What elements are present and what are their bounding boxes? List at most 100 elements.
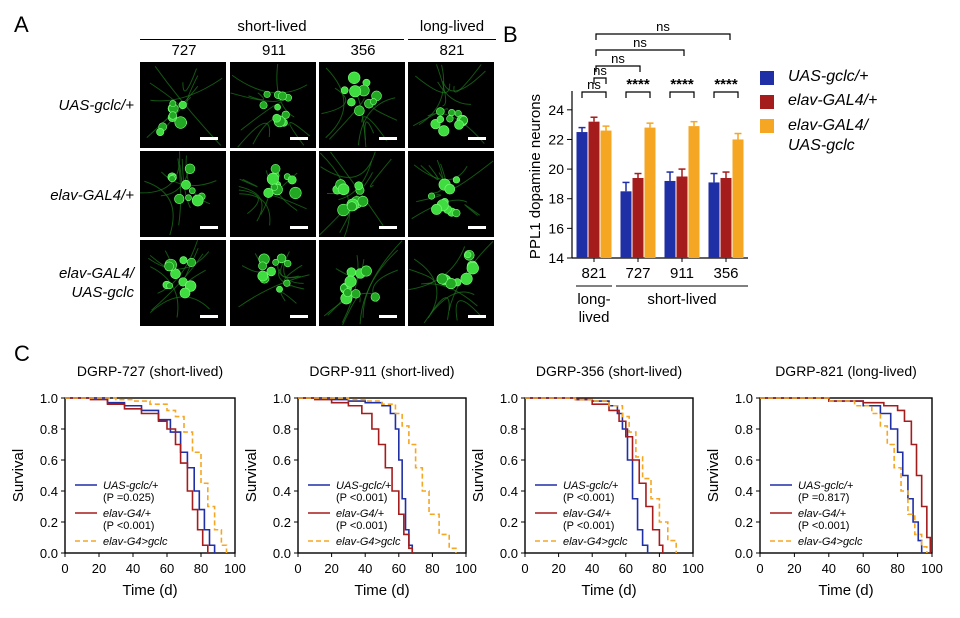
bar [708, 182, 720, 258]
neurite [280, 261, 301, 279]
legend-label: elav-G4>gclc [563, 536, 628, 548]
y-tick-label: 0.6 [273, 453, 291, 468]
neuron-soma [283, 279, 291, 287]
strain-label: 911 [262, 42, 286, 59]
micrograph-image [140, 240, 226, 326]
neurite [427, 113, 485, 144]
bar [688, 126, 700, 258]
survival-curve [760, 397, 928, 553]
neuron-soma [191, 194, 204, 207]
neuron-soma [178, 100, 187, 110]
neuron-soma [351, 289, 361, 299]
neurite [231, 74, 308, 94]
neurite [280, 292, 297, 304]
neuron-soma [276, 285, 283, 293]
legend-label: UAS-gclc/+ [563, 480, 619, 492]
x-tick-label: 20 [551, 561, 565, 576]
x-tick-label: 356 [713, 265, 738, 282]
y-tick-label: 0.4 [500, 484, 518, 499]
neuron-soma [258, 261, 267, 271]
x-tick-label: 727 [625, 265, 650, 282]
neuron-soma [370, 98, 377, 106]
neurite [447, 160, 494, 191]
neurite [149, 296, 210, 314]
neuron-soma [272, 113, 282, 123]
plot-frame [64, 397, 236, 554]
x-tick-label: 20 [92, 561, 106, 576]
legend-pvalue: (P <0.001) [798, 520, 849, 532]
bar [600, 130, 612, 258]
x-tick-label: 911 [670, 265, 694, 282]
sig-label: ns [587, 77, 601, 92]
neuron-image [412, 64, 486, 144]
neuron-soma [276, 253, 287, 264]
row-label: elav-GAL4/ UAS-gclc [58, 265, 134, 301]
neuron-soma [263, 187, 274, 198]
neuron-soma [370, 292, 380, 302]
neurite [442, 70, 486, 92]
y-axis-title: Survival [705, 449, 722, 502]
neurite [230, 92, 281, 102]
scale-bar [290, 226, 308, 229]
neuron-soma [340, 86, 349, 95]
sig-bracket [713, 91, 739, 98]
neurite [239, 193, 271, 226]
survival-curve [525, 397, 677, 553]
micrograph-image [319, 240, 405, 326]
row-label: elav-GAL4/+ [50, 187, 134, 204]
strain-label: 356 [350, 42, 376, 59]
neuron-soma [289, 186, 302, 200]
neurite [429, 297, 450, 315]
x-tick-label: 20 [787, 561, 801, 576]
y-tick-label: 1.0 [40, 391, 58, 406]
neuron-soma [354, 105, 365, 116]
legend-pvalue: (P <0.001) [563, 520, 614, 532]
scale-bar [468, 226, 486, 229]
neuron-image [230, 64, 311, 148]
x-tick-label: 40 [126, 561, 140, 576]
neuron-soma [354, 181, 364, 191]
legend-pvalue: (P <0.001) [336, 492, 387, 504]
micrograph-image [230, 151, 316, 237]
legend-label: elav-GAL4/ UAS-gclc [788, 117, 869, 154]
neuron-soma [270, 164, 281, 174]
y-tick-label: 0.8 [500, 422, 518, 437]
x-tick-label: 0 [61, 561, 68, 576]
neuron-soma [257, 270, 269, 282]
neurite [359, 249, 399, 325]
micrograph-image [319, 151, 405, 237]
bar [620, 191, 632, 258]
legend-label: elav-G4>gclc [336, 536, 401, 548]
legend-label: elav-G4/+ [336, 508, 385, 520]
neuron-soma [166, 282, 174, 290]
micrograph-image [319, 62, 405, 148]
x-tick-label: 60 [392, 561, 406, 576]
neuron-soma [349, 85, 362, 98]
legend-label: UAS-gclc/+ [336, 480, 392, 492]
neurite [464, 204, 481, 216]
survival-curve [298, 397, 457, 553]
x-tick-label: 100 [224, 561, 246, 576]
legend-swatch [760, 95, 774, 109]
neurite [437, 81, 472, 105]
neurite [416, 194, 441, 203]
neuron-soma [186, 257, 197, 267]
y-tick-label: 0.2 [735, 515, 753, 530]
y-tick-label: 0.8 [40, 422, 58, 437]
neurite [364, 121, 375, 148]
y-tick-label: 1.0 [735, 391, 753, 406]
y-tick-label: 0.0 [40, 546, 58, 561]
neurite [144, 180, 174, 236]
scale-bar [290, 137, 308, 140]
y-tick-label: 18 [548, 191, 564, 207]
neuron-soma [344, 275, 357, 288]
neurite [435, 64, 447, 107]
neuron-image [140, 151, 217, 236]
x-tick-label: 40 [822, 561, 836, 576]
x-axis-title: Time (d) [818, 582, 873, 599]
sig-bracket [669, 91, 695, 98]
neuron-soma [347, 97, 356, 107]
neuron-soma [184, 163, 196, 174]
neuron-soma [448, 109, 456, 117]
